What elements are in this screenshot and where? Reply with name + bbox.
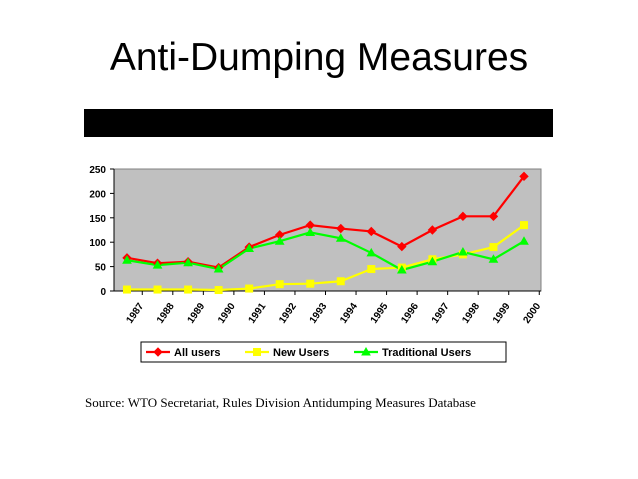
data-point	[275, 280, 284, 289]
legend-label: New Users	[273, 347, 329, 359]
data-point	[488, 211, 499, 222]
data-point	[184, 285, 193, 294]
data-point	[520, 221, 528, 230]
source-note: Source: WTO Secretariat, Rules Division …	[85, 395, 476, 410]
data-point	[305, 227, 316, 236]
x-tick-label: 1987	[124, 301, 146, 326]
data-point	[427, 225, 438, 235]
data-point	[183, 257, 193, 267]
series-line	[127, 224, 525, 292]
series-line	[126, 231, 525, 272]
data-point	[458, 246, 468, 256]
legend-marker	[361, 346, 371, 356]
y-tick-label: 150	[89, 214, 106, 225]
data-point	[458, 211, 468, 222]
data-point	[214, 286, 223, 295]
title-underline-bar	[84, 109, 553, 137]
legend-box	[140, 341, 507, 363]
x-tick-label: 1997	[430, 301, 452, 326]
data-point	[122, 255, 132, 264]
data-point	[274, 236, 285, 245]
data-point	[244, 243, 255, 253]
x-tick-label: 1996	[399, 301, 421, 326]
data-point	[397, 241, 407, 252]
y-tick-label: 200	[89, 189, 106, 200]
legend-label: Traditional Users	[382, 347, 471, 359]
x-tick-label: 1991	[247, 301, 269, 326]
slide-title: Anti-Dumping Measures	[109, 36, 529, 79]
x-tick-label: 1998	[460, 301, 482, 326]
legend-marker	[253, 348, 261, 356]
x-tick-label: 1989	[186, 301, 208, 326]
data-point	[153, 285, 162, 294]
data-point	[366, 226, 377, 237]
data-point	[367, 265, 376, 274]
x-tick-label: 1999	[491, 301, 513, 326]
data-point	[396, 265, 407, 274]
data-point	[245, 284, 254, 293]
legend-marker	[153, 347, 163, 357]
data-point	[427, 256, 438, 266]
data-point	[213, 264, 224, 273]
data-point	[306, 279, 315, 288]
y-tick-label: 50	[95, 263, 107, 274]
plot-area	[113, 168, 542, 292]
legend-label: All users	[174, 347, 220, 359]
x-tick-label: 1994	[338, 301, 360, 326]
data-point	[489, 243, 498, 252]
y-tick-label: 0	[100, 287, 106, 298]
x-tick-label: 1992	[277, 301, 299, 326]
data-point	[519, 171, 529, 182]
y-tick-label: 100	[89, 238, 106, 249]
data-point	[366, 247, 377, 257]
data-point	[152, 260, 163, 269]
data-point	[335, 233, 346, 242]
x-tick-label: 1988	[155, 301, 177, 326]
x-tick-label: 1995	[369, 301, 391, 326]
data-point	[336, 223, 346, 234]
y-tick-label: 250	[89, 165, 106, 176]
data-point	[519, 236, 529, 245]
x-tick-label: 1990	[216, 301, 238, 326]
data-point	[336, 277, 345, 286]
data-point	[488, 254, 499, 263]
x-tick-label: 2000	[521, 301, 543, 326]
x-tick-label: 1993	[308, 301, 330, 326]
data-point	[123, 285, 131, 294]
